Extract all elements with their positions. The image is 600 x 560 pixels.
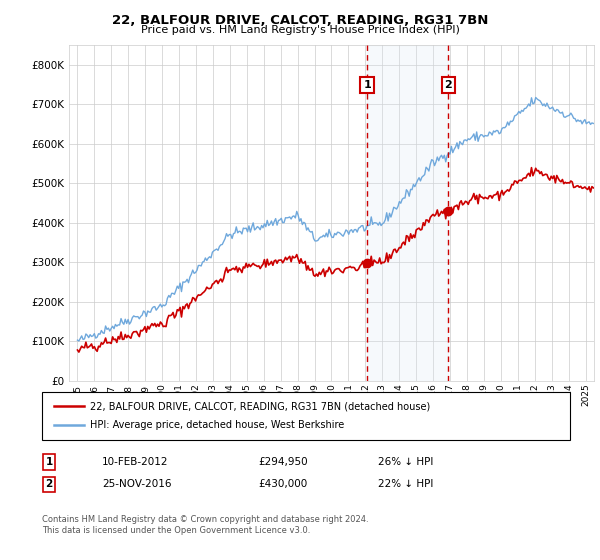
Text: 22, BALFOUR DRIVE, CALCOT, READING, RG31 7BN (detached house): 22, BALFOUR DRIVE, CALCOT, READING, RG31…	[90, 402, 430, 411]
Text: £294,950: £294,950	[258, 457, 308, 467]
Text: HPI: Average price, detached house, West Berkshire: HPI: Average price, detached house, West…	[90, 421, 344, 430]
Text: 2: 2	[445, 80, 452, 90]
Bar	[367, 45, 448, 381]
Text: Contains HM Land Registry data © Crown copyright and database right 2024.
This d: Contains HM Land Registry data © Crown c…	[42, 515, 368, 535]
Text: 25-NOV-2016: 25-NOV-2016	[102, 479, 172, 489]
Text: 22% ↓ HPI: 22% ↓ HPI	[378, 479, 433, 489]
Text: Price paid vs. HM Land Registry's House Price Index (HPI): Price paid vs. HM Land Registry's House …	[140, 25, 460, 35]
Text: 26% ↓ HPI: 26% ↓ HPI	[378, 457, 433, 467]
Text: 10-FEB-2012: 10-FEB-2012	[102, 457, 169, 467]
Text: 2: 2	[46, 479, 53, 489]
Text: 1: 1	[363, 80, 371, 90]
Text: 22, BALFOUR DRIVE, CALCOT, READING, RG31 7BN: 22, BALFOUR DRIVE, CALCOT, READING, RG31…	[112, 14, 488, 27]
Text: 1: 1	[46, 457, 53, 467]
Text: £430,000: £430,000	[258, 479, 307, 489]
